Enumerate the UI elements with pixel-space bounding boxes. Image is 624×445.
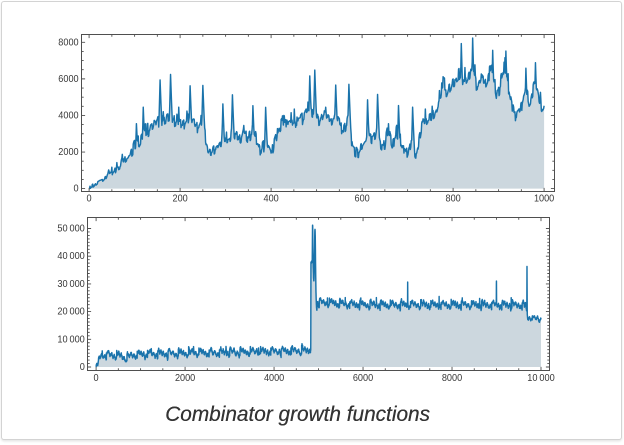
svg-text:800: 800 [446,194,461,205]
svg-text:50 000: 50 000 [57,224,85,235]
svg-text:10 000: 10 000 [527,373,555,384]
svg-text:8000: 8000 [442,373,463,384]
svg-text:20 000: 20 000 [57,307,85,318]
svg-text:0: 0 [94,373,99,384]
svg-text:4000: 4000 [58,110,79,121]
svg-text:400: 400 [264,194,279,205]
svg-text:4000: 4000 [264,373,285,384]
svg-text:2000: 2000 [58,147,79,158]
svg-text:0: 0 [87,194,92,205]
svg-text:6000: 6000 [58,74,79,85]
svg-text:6000: 6000 [353,373,374,384]
svg-text:8000: 8000 [58,37,79,48]
svg-text:30 000: 30 000 [57,279,85,290]
svg-text:0: 0 [80,362,85,373]
svg-text:200: 200 [173,194,188,205]
svg-text:40 000: 40 000 [57,251,85,262]
svg-text:0: 0 [74,184,79,195]
svg-text:2000: 2000 [175,373,196,384]
svg-text:600: 600 [355,194,370,205]
svg-text:1000: 1000 [534,194,555,205]
svg-text:10 000: 10 000 [57,334,85,345]
